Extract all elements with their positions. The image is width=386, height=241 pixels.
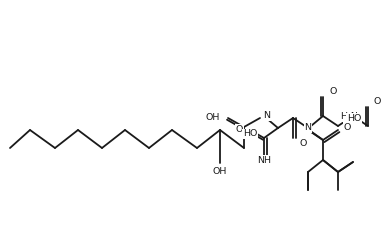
Text: O: O — [329, 87, 336, 95]
Text: OH: OH — [213, 167, 227, 176]
Text: OH: OH — [206, 113, 220, 121]
Text: O: O — [374, 96, 381, 106]
Text: NH: NH — [257, 156, 271, 165]
Text: O: O — [235, 125, 243, 134]
Text: HO: HO — [347, 114, 361, 123]
Text: O: O — [299, 140, 306, 148]
Text: H₂N: H₂N — [340, 112, 358, 121]
Text: O: O — [344, 122, 351, 132]
Text: HO: HO — [243, 129, 257, 139]
Text: N: N — [305, 123, 312, 133]
Text: N: N — [263, 112, 270, 120]
